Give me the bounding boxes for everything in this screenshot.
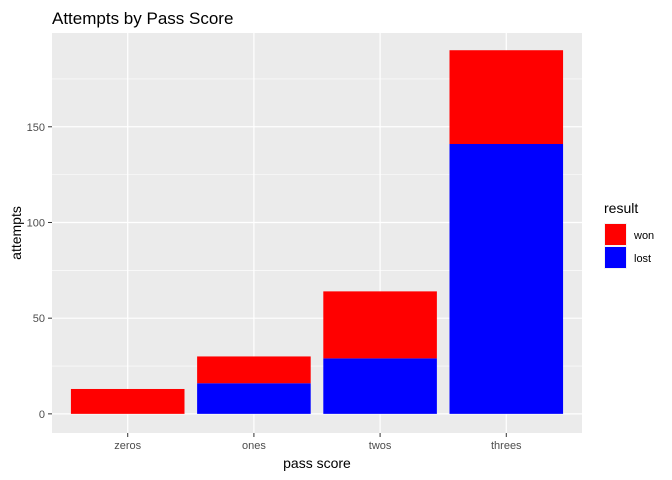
x-axis-ticks: zeros ones twos threes <box>114 433 522 452</box>
bar-lost-threes <box>449 144 564 414</box>
chart-title: Attempts by Pass Score <box>52 9 233 28</box>
y-tick-label: 100 <box>27 217 45 229</box>
legend-title: result <box>604 200 638 216</box>
x-tick-label: ones <box>242 440 266 452</box>
legend-label-won: won <box>633 230 654 242</box>
bar-won-ones <box>197 356 311 384</box>
bars <box>70 50 564 414</box>
y-tick-label: 50 <box>33 313 45 325</box>
bar-won-twos <box>323 291 437 359</box>
bar-lost-ones <box>197 383 311 414</box>
bar-lost-twos <box>323 358 437 414</box>
legend-swatch-won <box>605 224 626 245</box>
x-tick-label: zeros <box>114 440 141 452</box>
y-axis-title: attempts <box>8 206 24 260</box>
legend-swatch-lost <box>605 247 626 268</box>
y-tick-label: 150 <box>27 122 45 134</box>
y-axis-ticks: 0 50 100 150 <box>27 122 52 421</box>
legend-label-lost: lost <box>634 253 651 265</box>
bar-won-zeros <box>70 388 185 414</box>
x-tick-label: twos <box>369 440 392 452</box>
legend-items: won lost <box>604 223 654 269</box>
x-tick-label: threes <box>491 440 522 452</box>
legend: result won lost <box>604 200 654 269</box>
bar-won-threes <box>449 50 564 145</box>
y-tick-label: 0 <box>39 409 45 421</box>
x-axis-title: pass score <box>283 455 351 471</box>
